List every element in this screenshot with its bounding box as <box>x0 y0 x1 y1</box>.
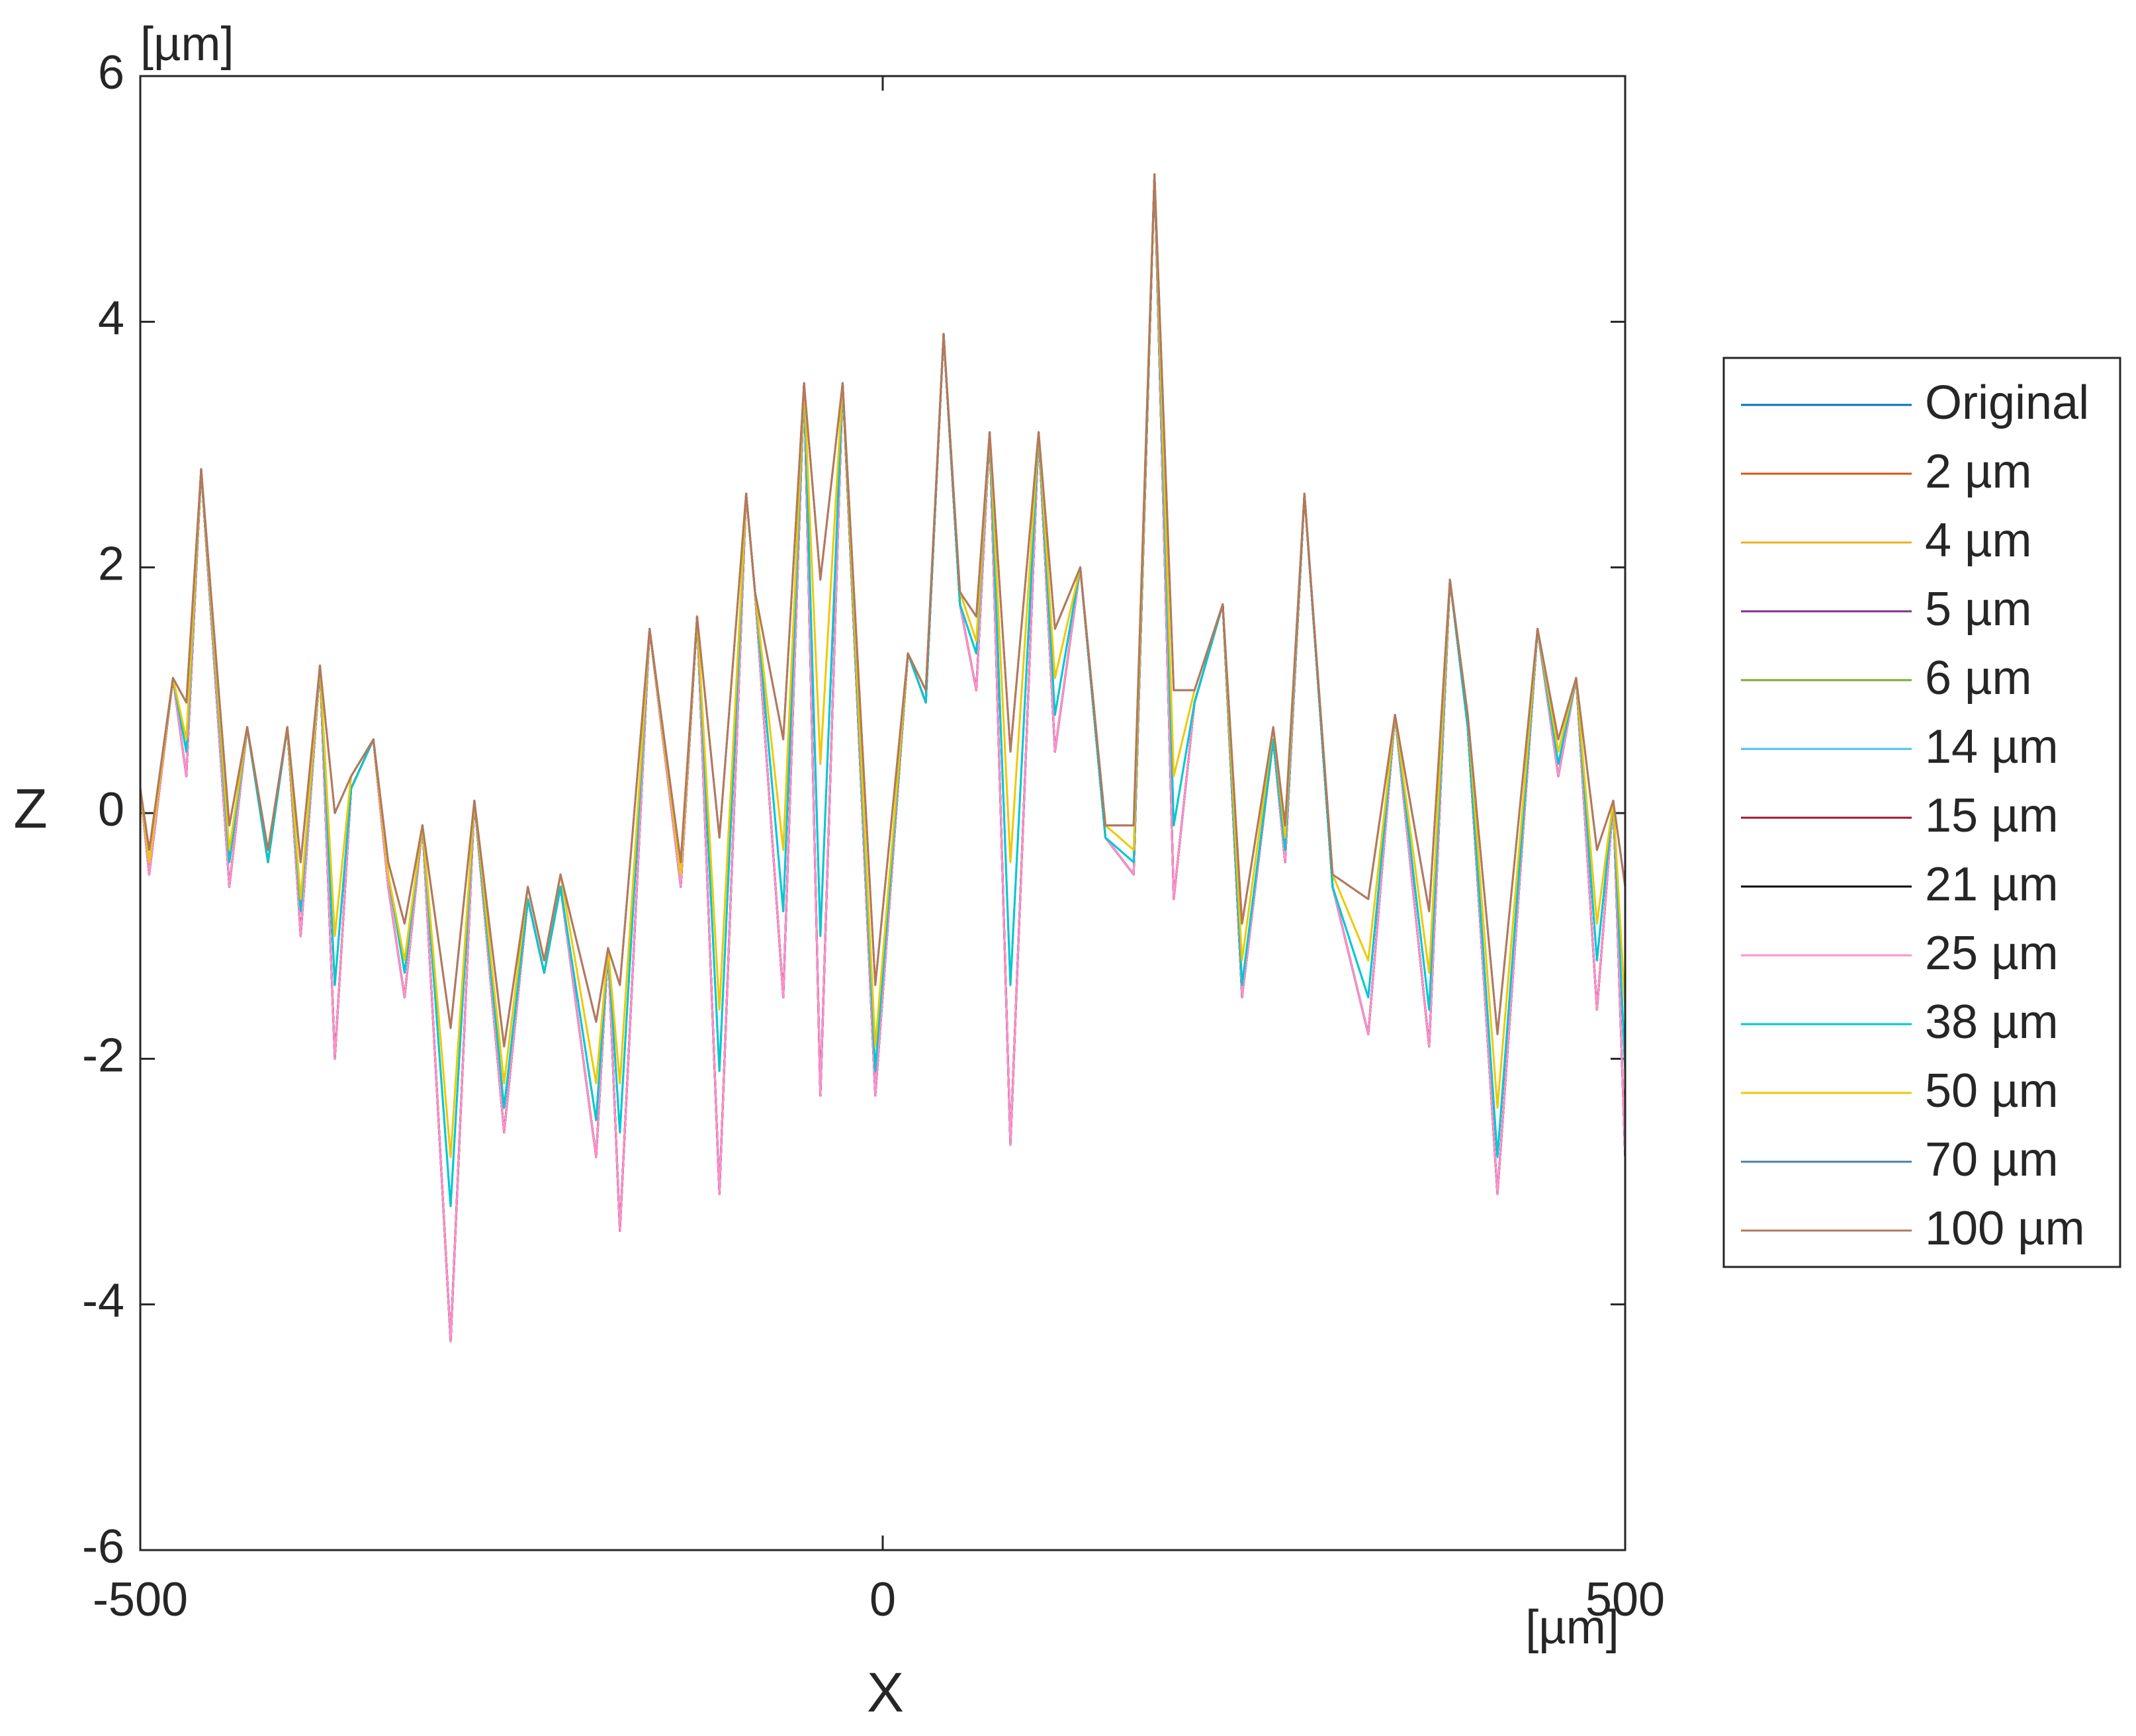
legend-label: 25 µm <box>1925 927 2059 980</box>
x-axis-label: X <box>867 1661 904 1723</box>
series-line <box>139 173 1626 1048</box>
y-axis-label: Z <box>13 777 47 840</box>
legend-label: 70 µm <box>1925 1133 2059 1186</box>
y-unit-label: [µm] <box>140 18 234 71</box>
legend-label: 5 µm <box>1925 583 2032 636</box>
legend-label: 4 µm <box>1925 514 2032 567</box>
plot-frame <box>139 75 1626 1551</box>
x-tick-label: 500 <box>1585 1573 1665 1626</box>
legend-label: Original <box>1925 376 2089 429</box>
y-tick-label: -6 <box>82 1520 124 1573</box>
y-tick-label: -2 <box>82 1029 124 1082</box>
legend-label: 50 µm <box>1925 1064 2059 1117</box>
y-tick-label: 6 <box>98 46 124 99</box>
series-line <box>139 173 1626 1207</box>
legend-label: 21 µm <box>1925 858 2059 911</box>
series-line <box>139 173 1626 1342</box>
x-tick-label: 0 <box>869 1573 896 1626</box>
legend-label: 14 µm <box>1925 720 2059 773</box>
legend-label: 100 µm <box>1925 1202 2085 1255</box>
series-line <box>139 173 1626 1158</box>
legend-label: 38 µm <box>1925 996 2059 1049</box>
x-tick-label: -500 <box>93 1573 188 1626</box>
legend-label: 6 µm <box>1925 652 2032 705</box>
legend-box <box>1722 357 2121 1268</box>
y-tick-label: 0 <box>98 783 124 836</box>
x-unit-label: [µm] <box>1525 1601 1619 1654</box>
legend-label: 2 µm <box>1925 445 2032 498</box>
legend-label: 15 µm <box>1925 789 2059 842</box>
y-tick-label: 2 <box>98 538 124 591</box>
y-tick-label: -4 <box>82 1275 124 1328</box>
y-tick-label: 4 <box>98 292 124 345</box>
